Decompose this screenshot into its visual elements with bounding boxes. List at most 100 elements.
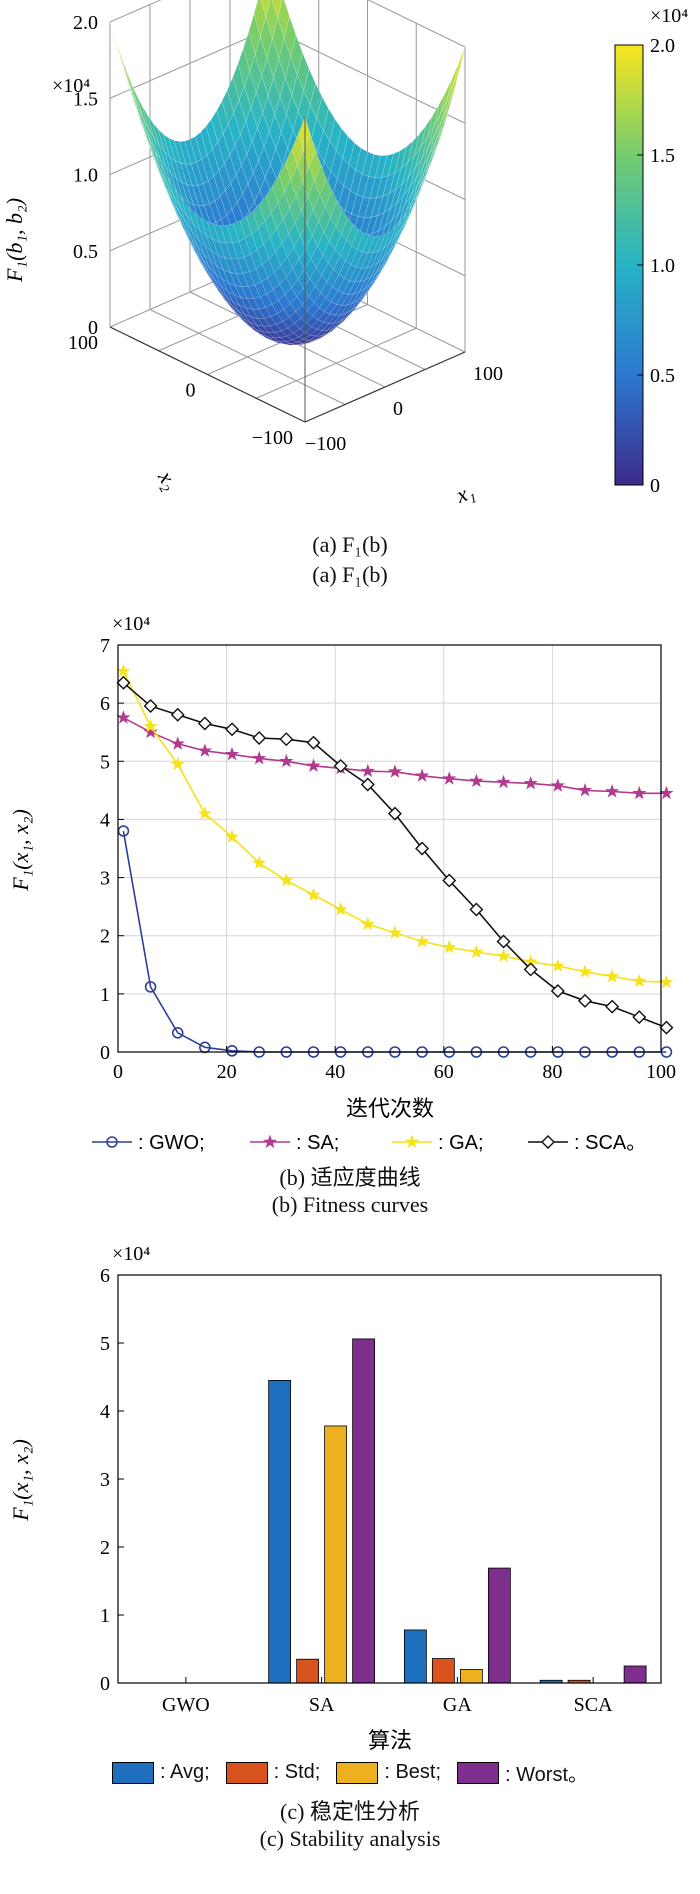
series-line [122, 830, 667, 1053]
surface-mesh [109, 0, 466, 346]
colorbar-tick-label: 0.5 [650, 365, 675, 387]
x1-tick-label: 100 [473, 363, 503, 385]
fitness-panel: 0 1 2 3 4 5 6 7 0 20 40 60 80 100 ×10⁴ F₁(x₁, x₂) 迭代次… [0, 600, 700, 1240]
surface-facet [421, 126, 434, 159]
legend-marker [262, 1134, 278, 1149]
fitness-chart: 0 1 2 3 4 5 6 7 0 20 40 60 80 100 ×10⁴ F₁(x₁, x₂) 迭代次… [8, 613, 676, 1154]
surface-facet [394, 146, 407, 174]
bar-avg [268, 1379, 292, 1684]
surface-facet [399, 195, 412, 223]
data-point [469, 944, 484, 959]
data-point [116, 675, 131, 690]
data-point [469, 902, 484, 917]
y-tick-label: 1 [100, 984, 110, 1006]
surface-facet [378, 207, 391, 232]
surface-facet [237, 193, 250, 221]
surface-panel: 2.0 1.5 1.0 0.5 0 ×10⁴ ×10⁴ F₁(b₁, b₂) 2.0 1.… [0, 0, 700, 600]
surface-facet [267, 336, 280, 342]
legend-marker [106, 1136, 118, 1148]
data-point [632, 973, 647, 988]
y-tick-label: 2 [100, 1537, 110, 1559]
surface-facet [256, 324, 270, 334]
y-multiplier: ×10⁴ [112, 613, 150, 635]
z-multiplier: ×10⁴ [52, 75, 90, 97]
data-point [143, 724, 158, 739]
data-point [360, 916, 375, 931]
surface-facet [442, 89, 455, 126]
x-tick-label: 40 [325, 1061, 345, 1083]
surface-facet [191, 185, 205, 207]
data-point [387, 764, 402, 778]
data-point [550, 958, 565, 972]
surface-facet [272, 174, 285, 204]
data-point [116, 710, 131, 724]
y-tick-label: 4 [100, 1401, 110, 1423]
surface-facet [447, 68, 460, 107]
surface-front-edges [109, 117, 466, 423]
x2-axis-label: x₂ [153, 466, 184, 495]
surface-facet [415, 137, 428, 169]
y-tick-label: 6 [100, 693, 110, 715]
surface-facet [215, 273, 228, 292]
surface-facet [173, 140, 187, 165]
surface-facet [131, 83, 144, 119]
surface-facet [272, 340, 285, 345]
bar-worst [487, 1567, 511, 1684]
plot-frame [117, 644, 662, 1053]
surface-facet [423, 140, 437, 173]
y-tick-label: 0 [100, 1673, 110, 1695]
surface-facet [181, 181, 194, 206]
surface-facet [255, 264, 269, 283]
bar-worst [623, 1665, 647, 1684]
data-point [387, 806, 402, 821]
bar-worst [352, 1338, 376, 1684]
surface-facet [388, 168, 402, 195]
surface-facet [225, 242, 239, 260]
legend-item: : Std; [225, 1761, 321, 1784]
surface-facet [452, 46, 466, 86]
x-tick-label: 80 [542, 1061, 562, 1083]
surface-facet [209, 200, 222, 224]
data-point [632, 1010, 647, 1025]
legend-label: : GA; [438, 1132, 484, 1154]
z-tick-label: 1.0 [73, 165, 98, 187]
surface-facet [273, 337, 287, 342]
colorbar-tick-label: 0 [650, 475, 660, 497]
colorbar-multiplier: ×10⁴ [650, 5, 688, 27]
data-point [225, 722, 240, 737]
data-point [550, 983, 565, 998]
z-tick-label: 2.0 [73, 12, 98, 34]
y-axis-label: F₁(x₁, x₂) [8, 809, 33, 892]
data-point [496, 948, 511, 963]
legend-label: : GWO; [138, 1132, 205, 1154]
surface-facet [265, 185, 279, 214]
data-point [442, 873, 457, 888]
legend-label: : Std; [273, 1761, 321, 1783]
legend-swatch [457, 1761, 500, 1784]
data-point [442, 939, 457, 954]
surface-facet [190, 161, 204, 186]
data-point [496, 934, 511, 949]
legend-marker [404, 1134, 420, 1149]
surface-facet [397, 187, 411, 214]
y-tick-label: 5 [100, 751, 110, 773]
data-point [523, 775, 538, 790]
y-tick-label: 6 [100, 1265, 110, 1287]
data-point [306, 735, 321, 750]
legend: : GWO;: SA;: GA;: SCA。 [92, 1132, 646, 1154]
data-point [197, 716, 212, 731]
data-point [387, 925, 402, 939]
data-point [252, 855, 267, 870]
category-label: SCA [574, 1694, 613, 1716]
surface-facet [250, 316, 264, 327]
data-point [577, 782, 593, 797]
surface-facet [212, 281, 225, 300]
plot-frame [117, 1274, 662, 1684]
data-point [116, 663, 131, 678]
y-tick-label: 5 [100, 1333, 110, 1355]
surface-facet [217, 133, 230, 165]
legend-label: : Best; [384, 1761, 442, 1783]
surface-facet [249, 268, 262, 286]
data-point [605, 999, 620, 1014]
data-point [252, 731, 267, 746]
